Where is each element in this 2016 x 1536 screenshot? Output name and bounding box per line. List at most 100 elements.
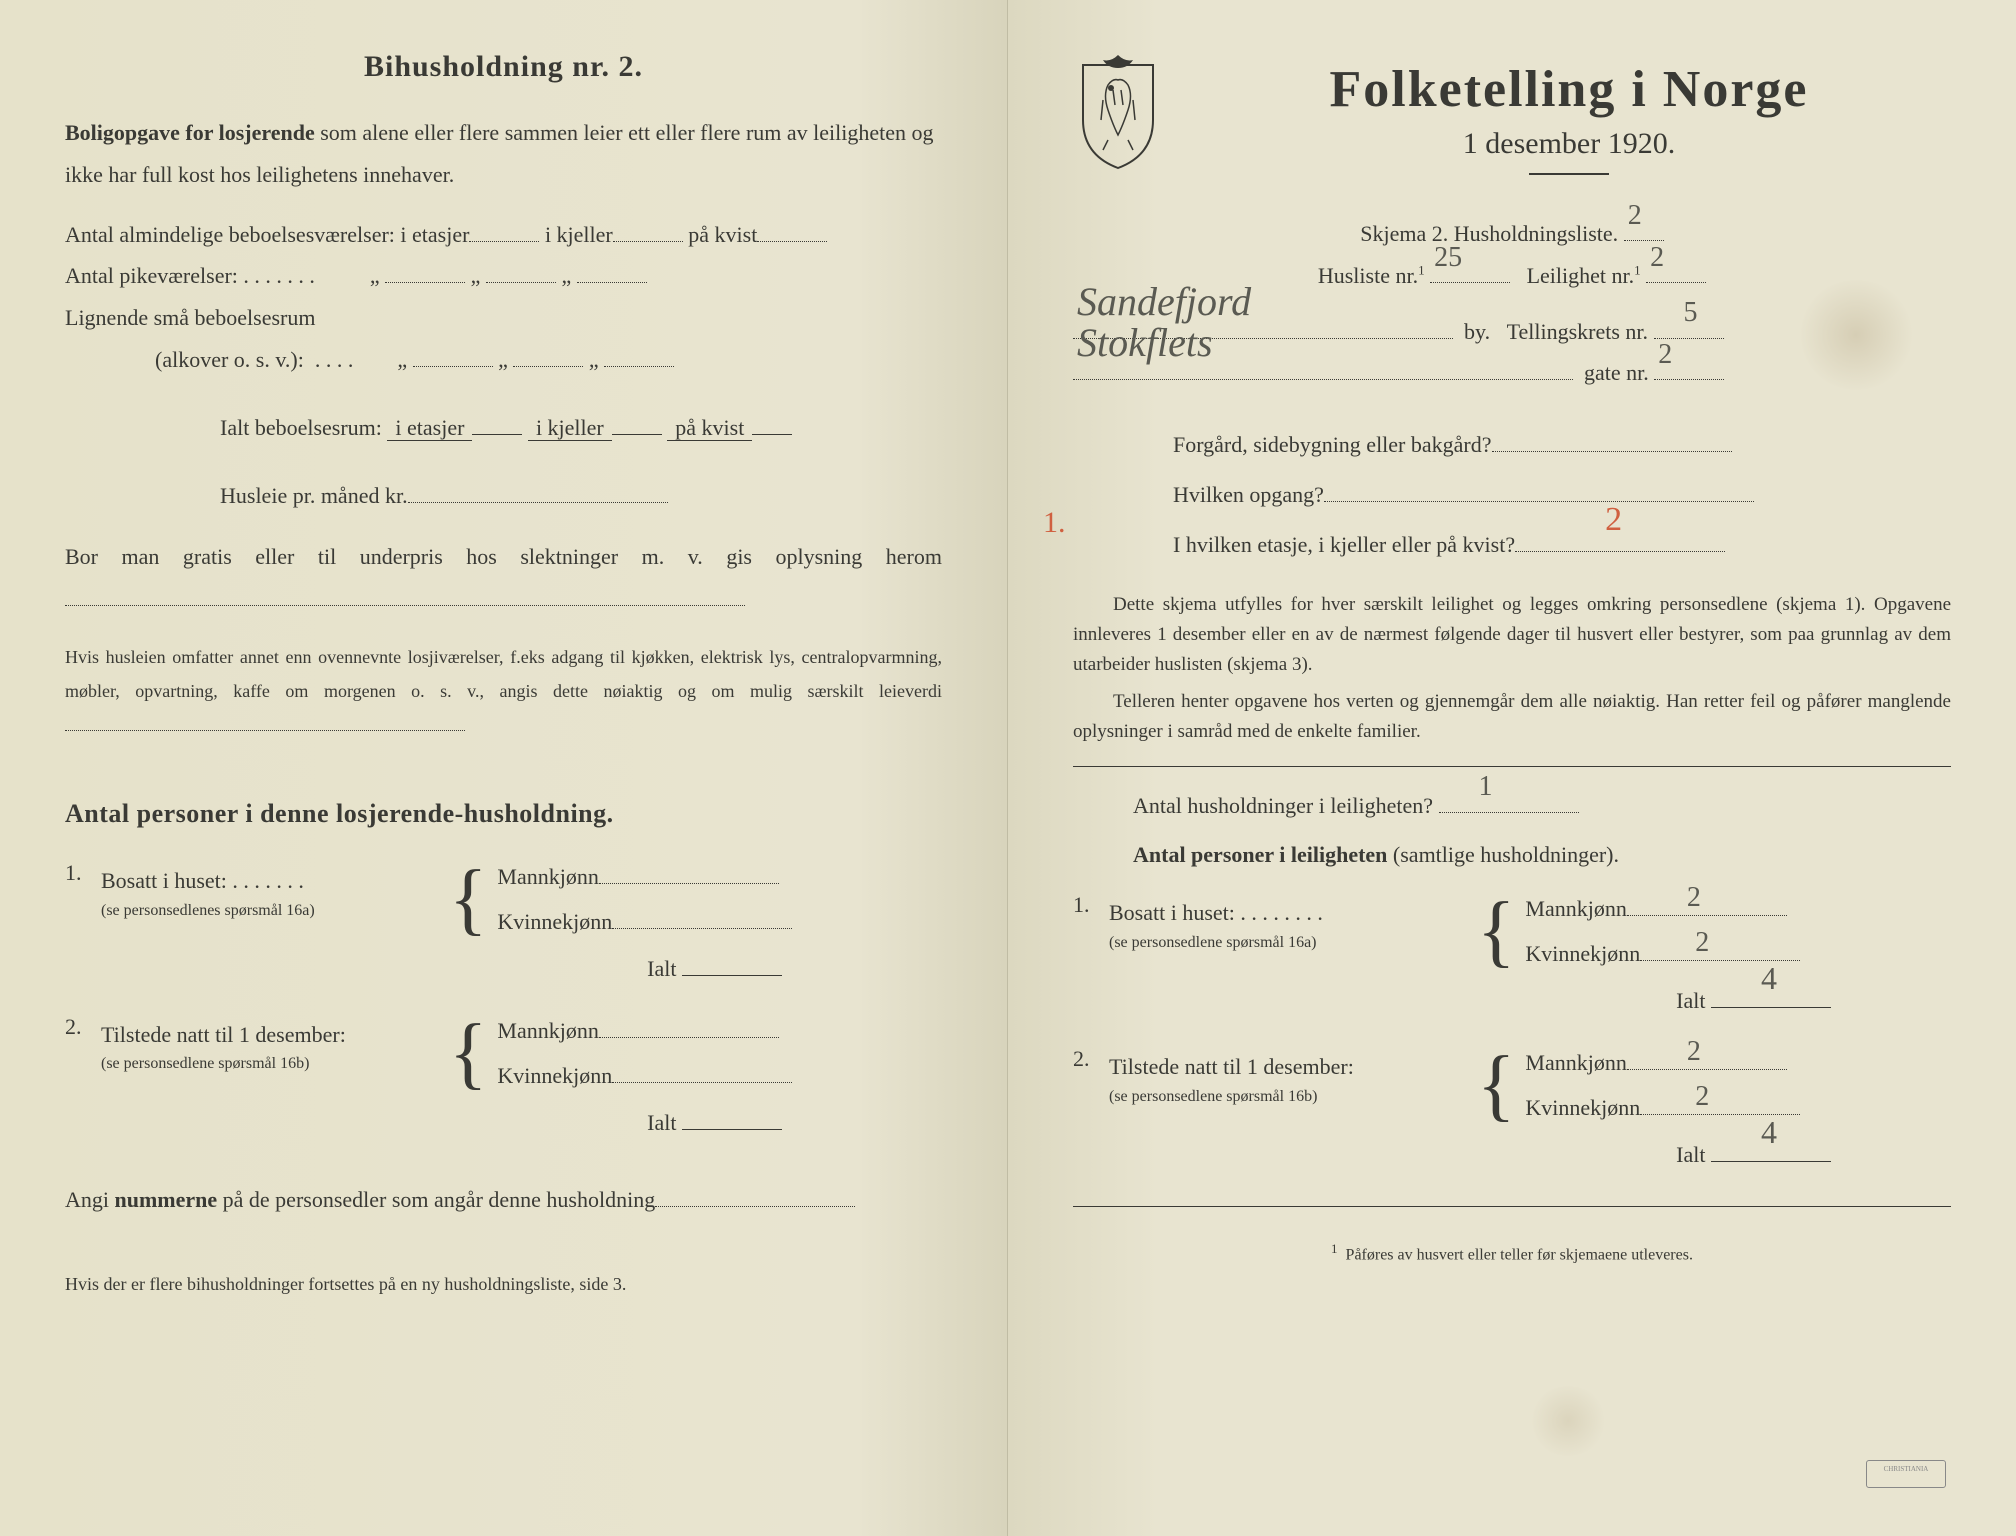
instructions-2: Telleren henter opgavene hos verten og g… <box>1073 687 1951 748</box>
brace-icon: { <box>449 1017 487 1089</box>
alk-b3 <box>604 343 674 367</box>
alk-b2 <box>513 343 583 367</box>
sum-b2 <box>612 411 662 435</box>
angi-line: Angi nummerne på de personsedler som ang… <box>65 1179 942 1221</box>
free-line: Bor man gratis eller til underpris hos s… <box>65 536 942 620</box>
rooms-label: Antal almindelige beboelsesværelser: <box>65 222 395 247</box>
kvist-label: på kvist <box>688 222 757 247</box>
left-footnote: Hvis der er flere bihusholdninger fortse… <box>65 1267 942 1301</box>
sum-line: Ialt beboelsesrum: i etasjer i kjeller p… <box>65 407 942 449</box>
sum-b3 <box>752 411 792 435</box>
pike-b1 <box>385 259 465 283</box>
rooms-line: Antal almindelige beboelsesværelser: i e… <box>65 214 942 256</box>
rr2-ialt: Ialt 4 <box>1073 1134 1951 1176</box>
row1-num: 1. <box>65 860 101 886</box>
gate-line: Stokflets gate nr. 2 <box>1073 352 1951 394</box>
sum-label: Ialt beboelsesrum: <box>220 415 382 440</box>
antal-pers-label: Antal personer i leiligheten <box>1133 842 1387 867</box>
small-rooms-2: (alkover o. s. v.): . . . . „ „ „ <box>65 339 942 381</box>
right-row-1: 1. Bosatt i huset: . . . . . . . . (se p… <box>1073 892 1951 970</box>
left-row-1: 1. Bosatt i huset: . . . . . . . (se per… <box>65 860 942 938</box>
r2-kvin: Kvinnekjønn <box>497 1063 612 1088</box>
pike-b2 <box>486 259 556 283</box>
r1-ialt-b <box>682 952 782 976</box>
antal-hush-label: Antal husholdninger i leiligheten? <box>1133 793 1433 818</box>
pike-b3 <box>577 259 647 283</box>
sum-b1 <box>472 411 522 435</box>
margin-mark: 1. <box>1043 494 1066 551</box>
etasjer-blank <box>469 217 539 241</box>
left-page: Bihusholdning nr. 2. Boligopgave for los… <box>0 0 1008 1536</box>
note-paragraph: Hvis husleien omfatter annet enn ovennev… <box>65 640 942 743</box>
brace-icon: { <box>1477 895 1515 967</box>
row2-sub: (se personsedlene spørsmål 16b) <box>101 1055 431 1073</box>
rr2-mann: Mannkjønn <box>1525 1050 1626 1075</box>
kjeller-blank <box>613 217 683 241</box>
left-row-2: 2. Tilstede natt til 1 desember: (se per… <box>65 1014 942 1092</box>
antal-hush-field: 1 <box>1439 788 1579 812</box>
note-text: Hvis husleien omfatter annet enn ovennev… <box>65 647 942 701</box>
leilighet-label: Leilighet nr. <box>1527 263 1635 288</box>
divider <box>1073 1206 1951 1207</box>
etasje-field: 2 <box>1515 528 1725 552</box>
gate-nr-field: 2 <box>1654 356 1724 380</box>
left-section-title: Antal personer i denne losjerende-hushol… <box>65 789 942 838</box>
etasjer-label: i etasjer <box>400 222 469 247</box>
etasje-label: I hvilken etasje, i kjeller eller på kvi… <box>1173 532 1515 557</box>
brace-icon: { <box>449 863 487 935</box>
leilighet-nr-field: 2 <box>1646 259 1706 283</box>
row1-sub: (se personsedlenes spørsmål 16a) <box>101 902 431 920</box>
antal-hush-line: Antal husholdninger i leiligheten? 1 <box>1073 785 1951 827</box>
rr1-ialt-field: 4 <box>1711 984 1831 1008</box>
pike-line: Antal pikeværelser: . . . . . . . „ „ „ <box>65 255 942 297</box>
coat-of-arms-icon <box>1073 50 1163 170</box>
sum-v: på kvist <box>667 415 752 441</box>
note-blank <box>65 712 465 732</box>
rr1-kvin: Kvinnekjønn <box>1525 941 1640 966</box>
skjema-line: Skjema 2. Husholdningsliste. 2 <box>1073 213 1951 255</box>
r1-mann: Mannkjønn <box>497 864 598 889</box>
opgang-label: Hvilken opgang? <box>1173 482 1324 507</box>
etasje-line: I hvilken etasje, i kjeller eller på kvi… <box>1073 524 1951 566</box>
rent-blank <box>408 478 668 502</box>
rr1-sub: (se personsedlene spørsmål 16a) <box>1109 934 1459 952</box>
rent-line: Husleie pr. måned kr. <box>65 475 942 517</box>
main-title: Folketelling i Norge <box>1187 60 1951 119</box>
rr2-label: Tilstede natt til 1 desember: <box>1109 1046 1459 1088</box>
rr1-mann-field: 2 <box>1627 892 1787 916</box>
r2-ialt-b <box>682 1105 782 1129</box>
rr1-label: Bosatt i huset: . . . . . . . . <box>1109 892 1459 934</box>
by-label: by. <box>1464 319 1490 344</box>
rr1-num: 1. <box>1073 892 1109 918</box>
document-spread: Bihusholdning nr. 2. Boligopgave for los… <box>0 0 2016 1536</box>
rr2-ialt-field: 4 <box>1711 1138 1831 1162</box>
gate-label: gate nr. <box>1584 360 1649 385</box>
kvist-blank <box>757 217 827 241</box>
r1-kvin-b <box>612 905 792 929</box>
r1-kvin: Kvinnekjønn <box>497 909 612 934</box>
left-title: Bihusholdning nr. 2. <box>65 50 942 84</box>
pike-label: Antal pikeværelser: <box>65 263 238 288</box>
rr2-sub: (se personsedlene spørsmål 16b) <box>1109 1088 1459 1106</box>
rr2-kvin: Kvinnekjønn <box>1525 1095 1640 1120</box>
rr1-mann: Mannkjønn <box>1525 896 1626 921</box>
r2-kvin-b <box>612 1059 792 1083</box>
r2-ialt: Ialt <box>65 1102 942 1144</box>
r1-ialt: Ialt <box>65 948 942 990</box>
instructions-1: Dette skjema utfylles for hver særskilt … <box>1073 590 1951 681</box>
forgard-blank <box>1492 428 1732 452</box>
right-page: Folketelling i Norge 1 desember 1920. Sk… <box>1008 0 2016 1536</box>
opgang-blank <box>1324 478 1754 502</box>
header-block: Folketelling i Norge 1 desember 1920. <box>1073 50 1951 203</box>
row2-num: 2. <box>65 1014 101 1040</box>
lead-bold: Boligopgave for losjerende <box>65 120 315 145</box>
divider <box>1073 766 1951 767</box>
rr1-ialt: Ialt 4 <box>1073 980 1951 1022</box>
husliste-label: Husliste nr. <box>1318 263 1418 288</box>
forgard-line: Forgård, sidebygning eller bakgård? <box>1073 424 1951 466</box>
printer-stamp: CHRISTIANIA <box>1866 1460 1946 1488</box>
rr2-mann-field: 2 <box>1627 1046 1787 1070</box>
r1-mann-b <box>599 860 779 884</box>
gate-name-field: Stokflets <box>1073 356 1573 380</box>
skjema-label: Skjema 2. Husholdningsliste. <box>1360 221 1618 246</box>
